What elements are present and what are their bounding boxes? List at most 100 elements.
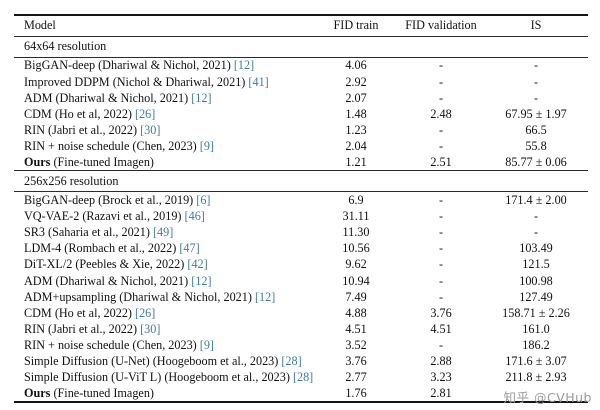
col-header-is: IS (530, 18, 542, 33)
model-cell: BigGAN-deep (Brock et al., 2019) [6] (14, 194, 314, 206)
table-row: Improved DDPM (Nichol & Dhariwal, 2021) … (14, 74, 588, 90)
is-cell: - (533, 209, 539, 224)
table-row: RIN (Jabri et al., 2022) [30] 4.51 4.51 161… (14, 321, 588, 337)
fid-train-cell: 3.52 (345, 337, 367, 352)
table-row: Ours (Fine-tuned Imagen) 1.21 2.51 85.77 ± … (14, 154, 588, 170)
fid-validation-cell: 2.88 (430, 354, 452, 369)
top-rule (14, 14, 588, 16)
citation-link[interactable]: [9] (199, 138, 214, 153)
model-name: Simple Diffusion (U-ViT L) (Hoogeboom et… (24, 370, 293, 385)
citation-link[interactable]: [30] (140, 122, 161, 137)
model-cell: LDM-4 (Rombach et al., 2022) [47] (14, 242, 314, 254)
fid-train-cell: 9.62 (345, 257, 367, 272)
model-name: BigGAN-deep (Brock et al., 2019) (24, 193, 197, 208)
section-rule (14, 191, 588, 193)
table-row: CDM (Ho et al, 2022) [26] 1.48 2.48 67.95 ±… (14, 106, 588, 122)
is-cell: 186.2 (522, 337, 550, 352)
citation-link[interactable]: [12] (191, 90, 212, 105)
citation-link[interactable]: [41] (248, 74, 269, 89)
model-name: SR3 (Saharia et al., 2021) (24, 225, 153, 240)
fid-train-cell: 2.07 (345, 90, 367, 105)
is-cell: 103.49 (519, 241, 553, 256)
fid-validation-cell: - (438, 90, 444, 105)
table-row: ADM (Dhariwal & Nichol, 2021) [12] 2.07 - - (14, 90, 588, 106)
watermark: 知乎 @CVHub (503, 387, 592, 406)
fid-validation-cell: 4.51 (430, 321, 452, 336)
table-row: BigGAN-deep (Dhariwal & Nichol, 2021) [1… (14, 58, 588, 74)
is-cell: 100.98 (519, 273, 553, 288)
citation-link[interactable]: [42] (187, 257, 208, 272)
table-row: RIN + noise schedule (Chen, 2023) [9] 2.0… (14, 138, 588, 154)
citation-link[interactable]: [12] (254, 289, 276, 304)
citation-link[interactable]: [9] (199, 337, 214, 352)
table-row: RIN + noise schedule (Chen, 2023) [9] 3.5… (14, 337, 588, 353)
model-cell: VQ-VAE-2 (Razavi et al., 2019) [46] (14, 210, 314, 222)
fid-validation-cell: - (438, 58, 444, 73)
model-name: RIN (Jabri et al., 2022) (24, 122, 141, 137)
model-cell: Improved DDPM (Nichol & Dhariwal, 2021) … (14, 74, 314, 89)
table-row: CDM (Ho et al, 2022) [26] 4.88 3.76 158.71 … (14, 305, 588, 321)
fid-validation-cell: - (438, 289, 444, 304)
table-row: Simple Diffusion (U-ViT L) (Hoogeboom et… (14, 369, 588, 385)
citation-link[interactable]: [46] (184, 209, 205, 224)
header-rule (14, 35, 588, 37)
table-row: ADM (Dhariwal & Nichol, 2021) [12] 10.94 -… (14, 273, 588, 289)
model-cell: Simple Diffusion (U-ViT L) (Hoogeboom et… (14, 371, 314, 383)
is-cell: 67.95 ± 1.97 (505, 106, 567, 121)
model-name: CDM (Ho et al, 2022) (24, 305, 136, 320)
fid-validation-cell: - (438, 257, 444, 272)
model-cell: RIN + noise schedule (Chen, 2023) [9] (14, 339, 314, 351)
fid-train-cell: 1.76 (345, 386, 367, 401)
model-name: (Fine-tuned Imagen) (50, 155, 154, 169)
table-row: SR3 (Saharia et al., 2021) [49] 11.30 - - (14, 224, 588, 240)
is-cell: - (533, 74, 539, 89)
model-cell: ADM (Dhariwal & Nichol, 2021) [12] (14, 92, 314, 104)
fid-validation-cell: 2.81 (430, 386, 452, 401)
col-header-fid-train: FID train (333, 18, 379, 33)
citation-link[interactable]: [12] (233, 58, 255, 73)
results-table: Model FID train FID validation IS 64x64 … (14, 14, 588, 403)
citation-link[interactable]: [30] (140, 321, 161, 336)
section-rule (14, 56, 588, 58)
model-cell: Simple Diffusion (U-Net) (Hoogeboom et a… (14, 355, 314, 367)
is-cell: - (533, 58, 539, 73)
table-row: DiT-XL/2 (Peebles & Xie, 2022) [42] 9.62 -… (14, 257, 588, 273)
table-row: Simple Diffusion (U-Net) (Hoogeboom et a… (14, 353, 588, 369)
is-cell: 121.5 (522, 257, 550, 272)
fid-train-cell: 2.04 (345, 138, 367, 153)
citation-link[interactable]: [47] (179, 241, 200, 256)
table-row: BigGAN-deep (Brock et al., 2019) [6] 6.9 -… (14, 192, 588, 208)
is-cell: 171.4 ± 2.00 (505, 193, 567, 208)
citation-link[interactable]: [26] (135, 106, 156, 121)
col-header-fid-validation: FID validation (405, 18, 477, 33)
fid-train-cell: 31.11 (342, 209, 370, 224)
model-name-bold: Ours (24, 386, 51, 401)
fid-validation-cell: - (438, 193, 444, 208)
fid-train-cell: 1.48 (345, 106, 367, 121)
is-cell: 171.6 ± 3.07 (505, 354, 567, 369)
model-name: RIN + noise schedule (Chen, 2023) (24, 337, 200, 352)
citation-link[interactable]: [28] (281, 354, 302, 369)
fid-train-cell: 4.51 (345, 321, 367, 336)
fid-validation-cell: - (438, 337, 444, 352)
is-cell: 66.5 (525, 122, 547, 137)
citation-link[interactable]: [26] (135, 305, 156, 320)
fid-train-cell: 2.77 (345, 370, 367, 385)
citation-link[interactable]: [49] (152, 225, 174, 240)
table-body: 64x64 resolution BigGAN-deep (Dhariwal & … (14, 37, 588, 402)
model-name: RIN + noise schedule (Chen, 2023) (24, 138, 200, 153)
section-label: 64x64 resolution (24, 39, 107, 54)
is-cell: 55.8 (525, 138, 547, 153)
table-row: RIN (Jabri et al., 2022) [30] 1.23 - 66.5 (14, 122, 588, 138)
fid-validation-cell: 2.48 (430, 106, 452, 121)
fid-validation-cell: - (438, 209, 444, 224)
model-name-bold: Ours (24, 155, 51, 169)
fid-validation-cell: - (438, 273, 444, 288)
section-header-row: 64x64 resolution (14, 37, 588, 57)
citation-link[interactable]: [6] (196, 193, 211, 208)
fid-validation-cell: - (438, 138, 444, 153)
citation-link[interactable]: [12] (191, 273, 212, 288)
citation-link[interactable]: [28] (292, 370, 314, 385)
is-cell: 158.71 ± 2.26 (502, 305, 570, 320)
